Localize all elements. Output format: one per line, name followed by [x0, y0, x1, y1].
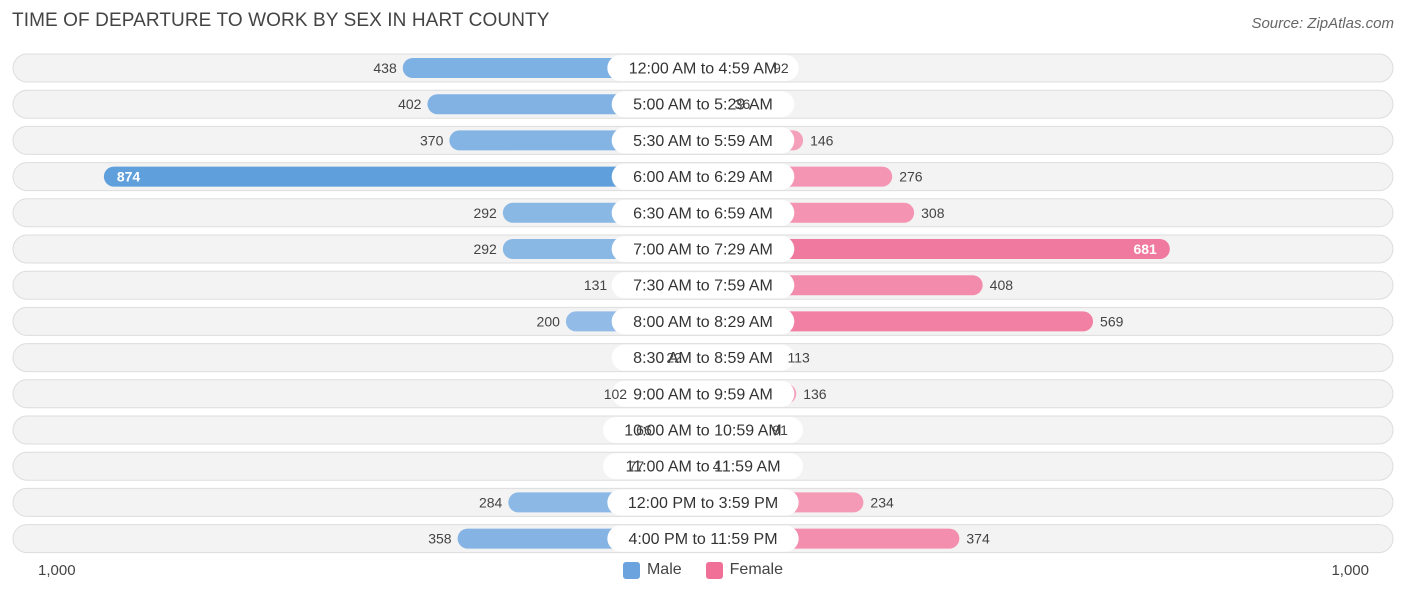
male-value-label: 358 [428, 531, 452, 547]
male-value-label: 77 [629, 458, 645, 474]
male-value-label: 402 [398, 96, 422, 112]
diverging-bar-chart: 12:00 AM to 4:59 AM 438 92 5:00 AM to 5:29 … [12, 53, 1394, 554]
category-label: 4:00 PM to 11:59 PM [628, 531, 777, 548]
male-value-label: 200 [537, 313, 561, 329]
female-value-label: 113 [787, 350, 810, 366]
category-label: 12:00 AM to 4:59 AM [629, 61, 778, 78]
bar-male [103, 166, 714, 187]
chart-title: TIME OF DEPARTURE TO WORK BY SEX IN HART… [12, 10, 550, 31]
legend-item-male[interactable]: Male [622, 561, 682, 579]
female-value-label: 91 [772, 422, 788, 438]
female-value-label: 308 [921, 205, 945, 221]
category-label: 7:30 AM to 7:59 AM [633, 278, 773, 295]
male-value-label: 370 [420, 132, 444, 148]
category-label-bg [607, 55, 799, 81]
female-value-label: 408 [990, 277, 1014, 293]
axis-right-label: 1,000 [1331, 562, 1369, 579]
male-value-label: 438 [373, 60, 397, 76]
male-value-label: 22 [666, 350, 682, 366]
female-value-label: 146 [810, 132, 834, 148]
female-value-label: 36 [735, 96, 751, 112]
category-label-bg [603, 453, 803, 480]
category-label: 7:00 AM to 7:29 AM [633, 242, 773, 259]
category-label-bg [611, 308, 795, 335]
source-label: Source: ZipAtlas.com [1251, 15, 1394, 32]
legend-swatch-female [705, 561, 723, 579]
female-value-label: 234 [870, 494, 894, 510]
legend-swatch-male [622, 561, 640, 579]
male-value-label: 66 [636, 422, 652, 438]
category-label: 10:00 AM to 10:59 AM [624, 423, 781, 440]
category-label: 6:30 AM to 6:59 AM [633, 205, 773, 222]
legend-label-male: Male [646, 561, 682, 578]
male-value-label: 102 [604, 386, 628, 402]
category-label-bg [603, 417, 803, 443]
category-label: 8:00 AM to 8:29 AM [633, 314, 773, 331]
category-label-bg [611, 163, 795, 190]
male-value-label: 292 [473, 205, 497, 221]
bar-female [693, 239, 1170, 259]
female-value-label: 4 [713, 458, 721, 474]
category-label: 5:30 AM to 5:59 AM [633, 133, 773, 150]
category-label-bg [611, 236, 795, 262]
category-label-bg [611, 199, 795, 226]
legend: Male Female [0, 561, 1406, 579]
female-value-label: 136 [803, 386, 827, 402]
category-label: 6:00 AM to 6:29 AM [633, 169, 773, 186]
male-value-label: 131 [584, 277, 608, 293]
axis-left-label: 1,000 [38, 562, 76, 579]
category-label: 8:30 AM to 8:59 AM [633, 350, 773, 367]
category-label-bg [611, 272, 795, 299]
male-value-label: 292 [473, 241, 497, 257]
category-label-bg [607, 525, 799, 552]
category-label: 5:00 AM to 5:29 AM [633, 97, 773, 114]
legend-label-female: Female [729, 561, 784, 578]
male-value-label: 284 [479, 494, 503, 510]
female-value-label: 92 [773, 60, 789, 76]
category-label-bg [611, 380, 795, 407]
category-label-bg [611, 91, 795, 118]
category-label-bg [611, 127, 795, 154]
category-label: 9:00 AM to 9:59 AM [633, 386, 773, 403]
female-value-label: 569 [1100, 313, 1124, 329]
category-label: 12:00 PM to 3:59 PM [628, 495, 778, 512]
female-value-label: 276 [899, 169, 923, 185]
category-label-bg [611, 344, 795, 371]
female-value-label: 374 [966, 531, 990, 547]
category-label: 11:00 AM to 11:59 AM [625, 459, 780, 476]
legend-item-female[interactable]: Female [705, 561, 784, 579]
category-label-bg [607, 489, 799, 516]
male-value-label: 874 [117, 169, 141, 185]
female-value-label: 681 [1133, 241, 1157, 257]
